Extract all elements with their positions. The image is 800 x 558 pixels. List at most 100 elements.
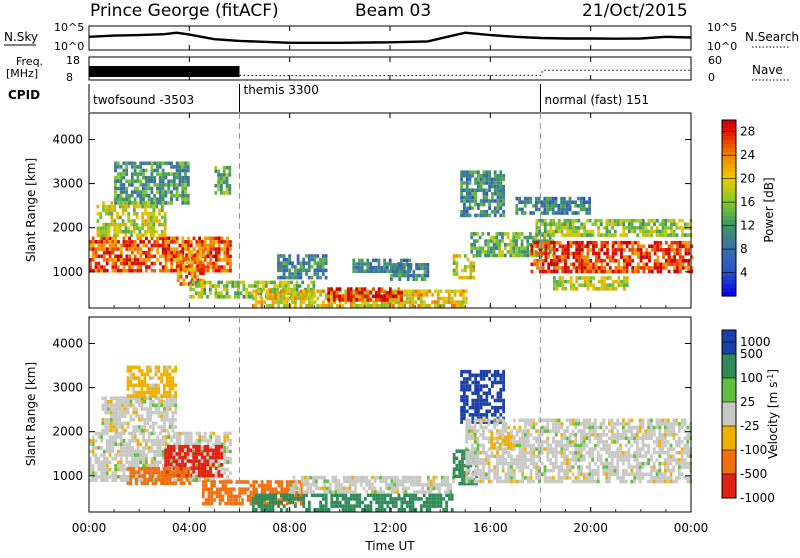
heatmap-cell	[233, 498, 236, 502]
heatmap-cell	[316, 304, 319, 308]
heatmap-cell	[298, 490, 301, 494]
heatmap-cell	[170, 201, 173, 205]
heatmap-cell	[236, 495, 239, 499]
heatmap-cell	[491, 469, 494, 473]
heatmap-cell	[583, 197, 586, 201]
heatmap-cell	[184, 456, 187, 460]
heatmap-cell	[545, 245, 548, 249]
heatmap-cell	[117, 180, 120, 184]
heatmap-cell	[477, 392, 480, 396]
heatmap-cell	[465, 422, 468, 426]
heatmap-cell	[118, 418, 121, 422]
heatmap-cell	[252, 304, 255, 308]
heatmap-cell	[573, 287, 576, 291]
heatmap-cell	[187, 165, 190, 169]
heatmap-cell	[187, 432, 190, 436]
heatmap-cell	[541, 204, 544, 208]
heatmap-cell	[100, 240, 103, 244]
heatmap-cell	[188, 481, 191, 485]
heatmap-cell	[160, 425, 163, 429]
heatmap-cell	[341, 295, 344, 299]
heatmap-cell	[223, 244, 226, 248]
heatmap-cell	[571, 200, 574, 204]
heatmap-cell	[553, 252, 556, 256]
heatmap-cell	[392, 298, 395, 302]
heatmap-cell	[152, 471, 155, 475]
heatmap-cell	[471, 447, 474, 451]
heatmap-cell	[132, 376, 135, 380]
heatmap-cell	[97, 240, 100, 244]
heatmap-cell	[233, 487, 236, 491]
heatmap-cell	[184, 240, 187, 244]
heatmap-cell	[293, 288, 296, 292]
heatmap-cell	[494, 374, 497, 378]
heatmap-cell	[531, 270, 534, 274]
heatmap-cell	[458, 464, 461, 468]
heatmap-cell	[100, 265, 103, 269]
heatmap-cell	[393, 479, 396, 483]
heatmap-cell	[464, 265, 467, 269]
heatmap-cell	[410, 274, 413, 278]
heatmap-cell	[223, 258, 226, 262]
heatmap-cell	[466, 192, 469, 196]
heatmap-cell	[438, 490, 441, 494]
heatmap-cell	[637, 270, 640, 274]
heatmap-cell	[121, 422, 124, 426]
heatmap-cell	[471, 413, 474, 417]
heatmap-cell	[564, 223, 567, 227]
heatmap-cell	[280, 269, 283, 273]
heatmap-cell	[192, 452, 195, 456]
heatmap-cell	[305, 297, 308, 301]
heatmap-cell	[592, 266, 595, 270]
heatmap-cell	[198, 463, 201, 467]
heatmap-cell	[375, 269, 378, 273]
heatmap-cell	[127, 400, 130, 404]
heatmap-cell	[120, 439, 123, 443]
heatmap-cell	[139, 251, 142, 255]
heatmap-cell	[120, 201, 123, 205]
heatmap-cell	[485, 419, 488, 423]
heatmap-cell	[132, 471, 135, 475]
heatmap-cell	[132, 474, 135, 478]
heatmap-cell	[151, 187, 154, 191]
heatmap-cell	[480, 181, 483, 185]
heatmap-cell	[477, 410, 480, 414]
heatmap-cell	[315, 476, 318, 480]
heatmap-cell	[673, 259, 676, 263]
heatmap-cell	[488, 402, 491, 406]
heatmap-cell	[210, 487, 213, 491]
heatmap-cell	[201, 295, 204, 299]
heatmap-cell	[405, 476, 408, 480]
heatmap-cell	[474, 422, 477, 426]
heatmap-cell	[469, 170, 472, 174]
heatmap-cell	[470, 261, 473, 265]
heatmap-cell	[468, 422, 471, 426]
heatmap-cell	[173, 180, 176, 184]
heatmap-cell	[510, 247, 513, 251]
heatmap-cell	[587, 245, 590, 249]
heatmap-cell	[269, 304, 272, 308]
heatmap-cell	[141, 404, 144, 408]
heatmap-cell	[468, 480, 471, 484]
heatmap-cell	[358, 269, 361, 273]
heatmap-cell	[283, 265, 286, 269]
heatmap-cell	[134, 450, 137, 454]
heatmap-cell	[561, 266, 564, 270]
heatmap-cell	[195, 432, 198, 436]
heatmap-cell	[185, 268, 188, 272]
heatmap-cell	[563, 211, 566, 215]
heatmap-cell	[148, 176, 151, 180]
heatmap-cell	[179, 169, 182, 173]
heatmap-cell	[155, 481, 158, 485]
heatmap-cell	[130, 219, 133, 223]
heatmap-cell	[391, 479, 394, 483]
heatmap-cell	[589, 283, 592, 287]
heatmap-cell	[381, 298, 384, 302]
heatmap-cell	[161, 223, 164, 227]
heatmap-cell	[381, 287, 384, 291]
heatmap-cell	[515, 204, 518, 208]
heatmap-cell	[499, 413, 502, 417]
heatmap-cell	[125, 234, 128, 238]
heatmap-cell	[148, 435, 151, 439]
heatmap-cell	[169, 400, 172, 404]
